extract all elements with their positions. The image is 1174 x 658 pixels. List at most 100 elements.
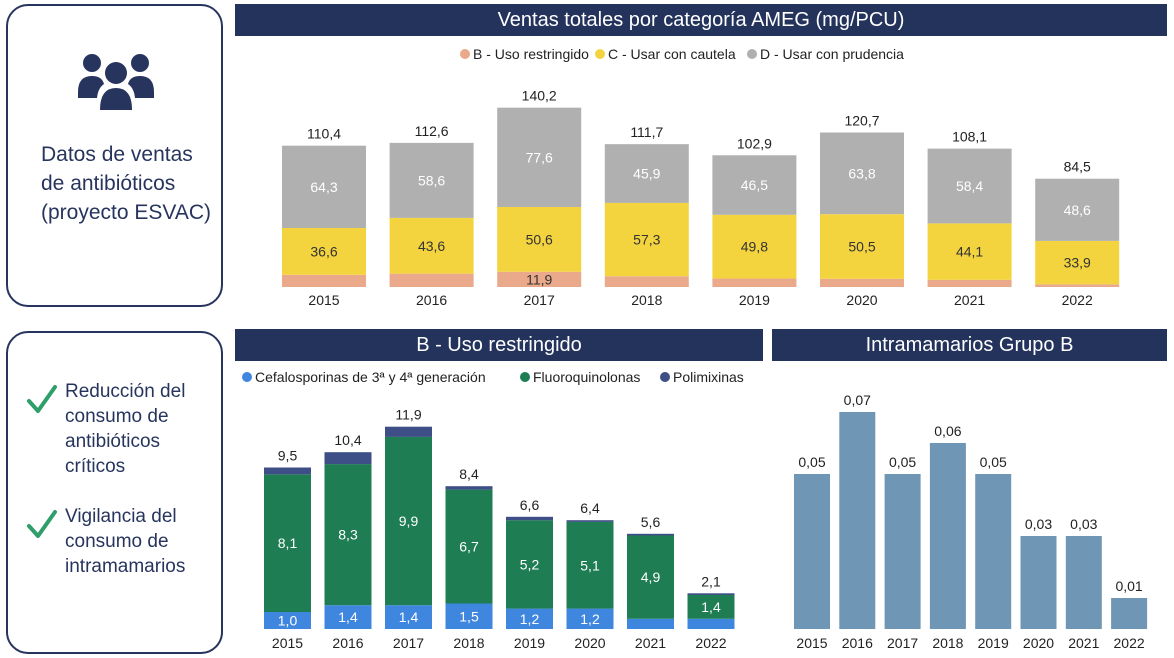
group-b-stacked-bar-chart: Cefalosporinas de 3ª y 4ª generación Fluo… (242, 369, 744, 651)
bar-segment (282, 274, 366, 287)
data-label: 8,1 (278, 535, 298, 551)
data-label: 5,1 (580, 557, 600, 573)
x-tick-label: 2020 (574, 635, 605, 651)
bar-segment (324, 464, 372, 606)
data-label: 11,9 (526, 271, 552, 287)
total-label: 9,5 (278, 448, 298, 464)
x-tick-label: 2020 (846, 292, 877, 308)
bar (839, 412, 876, 629)
data-label: 33,9 (1064, 255, 1091, 271)
bar-segment (604, 276, 689, 287)
x-tick-label: 2022 (1062, 292, 1093, 308)
x-tick-label: 2021 (954, 292, 985, 308)
bar-segment (506, 516, 553, 521)
total-label: 84,5 (1064, 159, 1091, 175)
chart-title-group-b: B - Uso restringido (235, 329, 763, 361)
x-tick-label: 2020 (1023, 635, 1054, 651)
bar-segment (1035, 240, 1120, 285)
legend-marker (595, 49, 605, 59)
bar-segment (497, 207, 582, 272)
legend-label: Polimixinas (673, 369, 744, 385)
data-label: 36,6 (310, 243, 337, 259)
goal-item-1: Reducción del consumo de antibióticos cr… (25, 379, 215, 479)
bar-segment (497, 107, 582, 207)
data-label: 44,1 (956, 244, 983, 260)
total-label: 120,7 (844, 113, 879, 129)
data-label: 1,5 (459, 608, 479, 624)
total-label: 5,6 (641, 514, 661, 530)
chart-title-ameg: Ventas totales por categoría AMEG (mg/PC… (235, 4, 1167, 36)
data-label: 1,0 (278, 613, 298, 629)
bar (1111, 598, 1148, 629)
x-tick-label: 2015 (272, 635, 303, 651)
data-label: 0,05 (980, 454, 1007, 470)
x-tick-label: 2018 (631, 292, 662, 308)
total-label: 6,6 (520, 497, 540, 513)
info-card: Datos de ventas de antibióticos (proyect… (6, 4, 223, 307)
bar-segment (445, 603, 493, 629)
x-tick-label: 2019 (739, 292, 770, 308)
data-label: 63,8 (848, 165, 875, 181)
check-icon (27, 385, 57, 413)
bar-segment (264, 474, 311, 612)
bar-segment (566, 608, 614, 629)
data-label: 50,5 (848, 238, 875, 254)
bar (1020, 536, 1057, 629)
bar-segment (1035, 284, 1120, 287)
data-label: 6,7 (459, 539, 479, 555)
x-tick-label: 2016 (416, 292, 447, 308)
data-label: 58,6 (418, 172, 445, 188)
bar-segment (566, 521, 614, 609)
bar-segment (820, 132, 904, 215)
bar-segment (385, 605, 432, 629)
total-label: 102,9 (737, 135, 772, 151)
bar-segment (712, 278, 797, 287)
users-group-icon (78, 54, 154, 110)
bar-segment (687, 593, 735, 595)
bar (794, 474, 830, 629)
bar-segment (445, 489, 493, 604)
bar (929, 443, 966, 629)
bar-segment (927, 223, 1012, 280)
bar-segment (282, 227, 366, 275)
info-text: Datos de ventas de antibióticos (proyect… (41, 143, 211, 224)
data-label: 5,2 (520, 556, 540, 572)
data-label: 58,4 (956, 178, 983, 194)
data-label: 8,3 (338, 527, 358, 543)
legend-label: Fluoroquinolonas (533, 369, 640, 385)
data-label: 45,9 (633, 166, 660, 182)
x-tick-label: 2017 (393, 635, 424, 651)
data-label: 0,07 (844, 392, 871, 408)
goal-text-2: Vigilancia del consumo de intramamarios (65, 506, 186, 577)
intramamarios-bar-chart: 0,05 2015 0,07 2016 0,05 2017 0,06 2018 0,05 2019… (794, 392, 1148, 651)
bar-segment (687, 618, 735, 629)
data-label: 0,03 (1025, 516, 1052, 532)
data-label: 50,6 (526, 231, 553, 247)
total-label: 8,4 (459, 466, 479, 482)
x-tick-label: 2022 (1114, 635, 1145, 651)
x-tick-label: 2016 (842, 635, 873, 651)
bar-segment (566, 520, 614, 522)
data-label: 57,3 (633, 232, 660, 248)
total-label: 2,1 (701, 573, 721, 589)
data-label: 0,03 (1070, 516, 1097, 532)
legend-marker (460, 49, 470, 59)
legend-marker (747, 49, 757, 59)
legend-marker (242, 372, 252, 382)
bar-segment (264, 467, 311, 475)
data-label: 1,4 (399, 609, 419, 625)
bar-segment (389, 273, 474, 287)
x-tick-label: 2021 (635, 635, 666, 651)
bar-segment (820, 214, 904, 279)
total-label: 112,6 (415, 123, 449, 139)
x-tick-label: 2021 (1068, 635, 1099, 651)
bar-segment (385, 426, 432, 437)
data-label: 0,05 (889, 454, 916, 470)
legend-label: C - Usar con cautela (608, 46, 736, 62)
bar-segment (506, 520, 553, 609)
data-label: 1,2 (580, 611, 600, 627)
total-label: 11,9 (395, 407, 421, 423)
bar-segment (324, 452, 372, 465)
total-label: 111,7 (630, 124, 663, 140)
bar-segment (927, 148, 1012, 224)
